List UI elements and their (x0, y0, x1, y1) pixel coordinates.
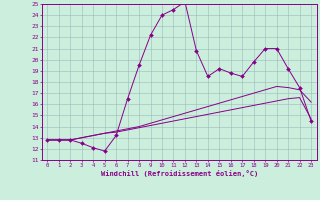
X-axis label: Windchill (Refroidissement éolien,°C): Windchill (Refroidissement éolien,°C) (100, 170, 258, 177)
